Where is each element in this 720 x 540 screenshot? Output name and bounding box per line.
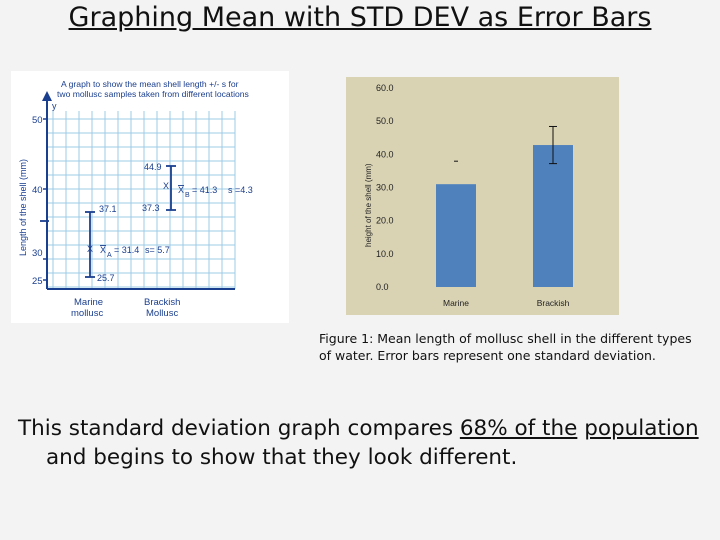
mean-shell-length-graph: y A graph to show the mean shell length … xyxy=(11,71,289,323)
brackish-mean-subscript: B xyxy=(185,192,190,199)
figure-caption: Figure 1: Mean length of mollusc shell i… xyxy=(319,331,692,363)
y-axis-arrow xyxy=(42,91,52,101)
left-graph-title-line2: two mollusc samples taken from different… xyxy=(57,89,249,99)
bar xyxy=(436,184,476,287)
marine-error-bar xyxy=(40,211,95,278)
left-y-axis-label: Length of the shell (mm) xyxy=(18,159,28,256)
bar xyxy=(533,145,573,287)
y-tick-label: 0.0 xyxy=(376,282,389,292)
chart-y-axis-label: height of the shell (mm) xyxy=(364,163,373,247)
y-tick-label: 20.0 xyxy=(376,216,394,226)
x-label-brackish-line1: Brackish xyxy=(144,297,180,308)
marine-mean-marker: X xyxy=(87,244,93,254)
summary-underlined-percent: 68% of the xyxy=(459,416,578,441)
brackish-std-dev: s =4.3 xyxy=(228,185,253,195)
graph-grid xyxy=(47,111,236,289)
brackish-mean-marker: X xyxy=(163,181,169,191)
marine-std-dev: s= 5.7 xyxy=(145,245,170,255)
bar-chart: height of the shell (mm) 0.0 10.0 20.0 30.0… xyxy=(346,77,619,315)
x-tick-label: Brackish xyxy=(537,298,570,308)
brackish-upper-value: 44.9 xyxy=(144,162,162,172)
y-tick-label: 30.0 xyxy=(376,183,394,193)
brackish-lower-value: 37.3 xyxy=(142,203,160,213)
x-label-marine-line2: mollusc xyxy=(71,308,103,319)
y-tick-label: 25 xyxy=(32,276,43,287)
marine-upper-value: 37.1 xyxy=(99,204,117,214)
y-tick-label: 40.0 xyxy=(376,149,394,159)
x-label-marine-line1: Marine xyxy=(74,297,103,308)
y-tick-label: 50.0 xyxy=(376,116,394,126)
y-tick-label: 60.0 xyxy=(376,83,394,93)
brackish-mean-symbol: X xyxy=(178,185,184,195)
summary-text-part: This standard deviation graph compares xyxy=(18,416,460,441)
y-tick-label: 10.0 xyxy=(376,249,394,259)
summary-text-part: and begins to show that they look differ… xyxy=(46,445,518,470)
marine-lower-value: 25.7 xyxy=(97,273,115,283)
y-axis-letter: y xyxy=(52,101,57,111)
x-tick-label: Marine xyxy=(443,298,469,308)
y-tick-label: 50 xyxy=(32,115,43,126)
summary-underlined-population: population xyxy=(584,416,699,441)
brackish-mean-value: = 41.3 xyxy=(192,185,217,195)
y-tick-label: 30 xyxy=(32,248,43,259)
marine-mean-symbol: X xyxy=(100,245,106,255)
y-ticks xyxy=(43,118,47,281)
marine-mean-value: = 31.4 xyxy=(114,245,139,255)
x-label-brackish-line2: Mollusc xyxy=(146,308,178,319)
summary-text: This standard deviation graph compares 6… xyxy=(18,414,720,472)
y-tick-label: 40 xyxy=(32,185,43,196)
slide-title: Graphing Mean with STD DEV as Error Bars xyxy=(68,2,652,33)
brackish-error-bar xyxy=(166,165,176,211)
chart-background xyxy=(346,77,619,315)
marine-mean-subscript: A xyxy=(107,252,112,259)
left-graph-title-line1: A graph to show the mean shell length +/… xyxy=(61,79,239,89)
